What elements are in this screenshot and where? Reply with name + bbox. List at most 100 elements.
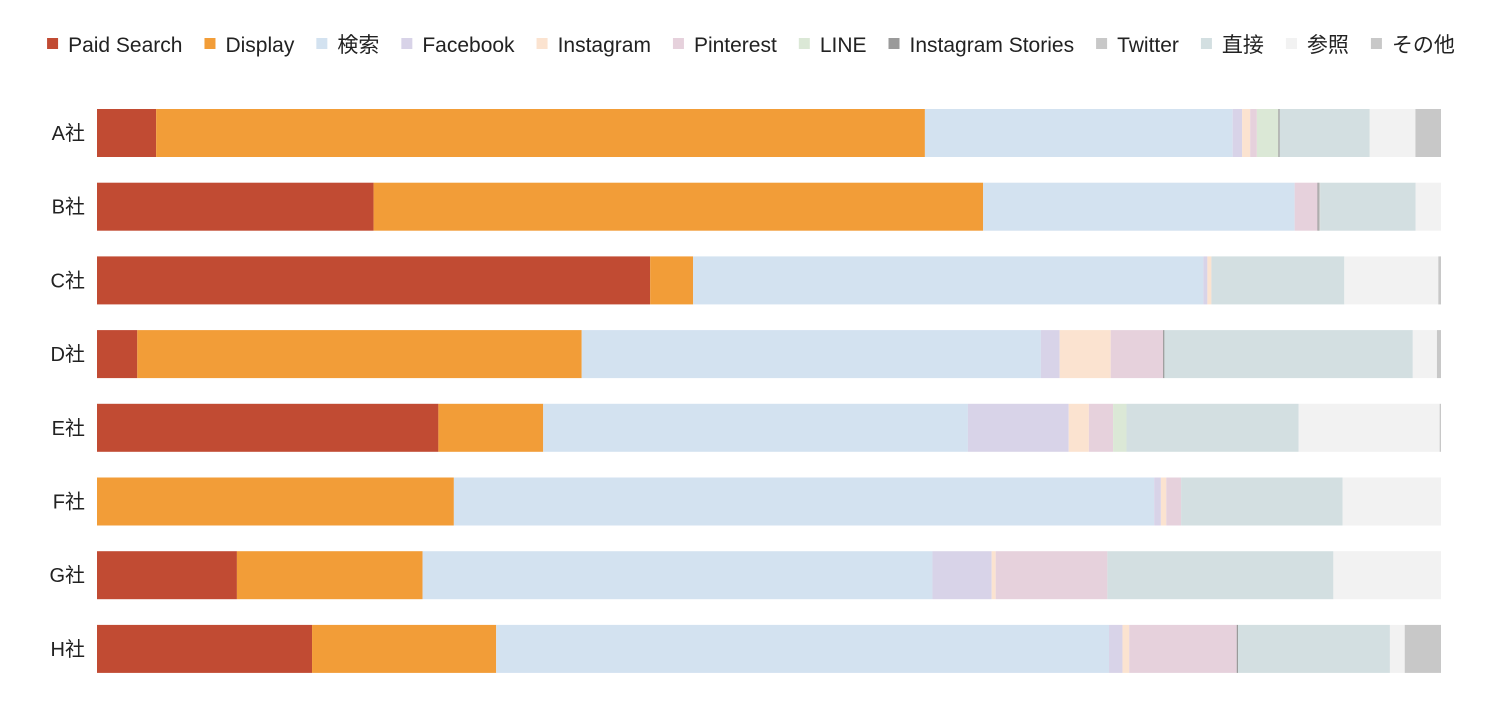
bar-segment-display-1[interactable]: [650, 256, 694, 305]
bar-segment-item-2[interactable]: [581, 330, 1041, 379]
bar-segment-item-11[interactable]: [1415, 109, 1441, 157]
bar-segment-display-1[interactable]: [373, 182, 984, 231]
legend-label: Pinterest: [694, 34, 777, 57]
bar-segment-facebook-3[interactable]: [1109, 624, 1123, 673]
bar-segment-display-1[interactable]: [97, 477, 454, 526]
bar-segment-item-11[interactable]: [1438, 256, 1441, 305]
legend-item-display-1[interactable]: Display: [204, 34, 295, 57]
bar-segment-paid-search-0[interactable]: [97, 624, 313, 673]
bar-segment-item-2[interactable]: [453, 477, 1155, 526]
category-label: A社: [52, 122, 85, 145]
bar-segment-pinterest-5[interactable]: [1294, 182, 1318, 231]
legend-item-twitter-8[interactable]: Twitter: [1096, 34, 1179, 57]
bar-segment-facebook-3[interactable]: [1232, 109, 1243, 157]
legend-item-item-2[interactable]: 検索: [316, 34, 379, 57]
bar-segment-instagram-4[interactable]: [1207, 256, 1212, 305]
bar-segment-item-2[interactable]: [983, 182, 1295, 231]
legend-swatch: [316, 38, 328, 49]
bar-segment-instagram-4[interactable]: [1122, 624, 1130, 673]
bar-segment-item-9[interactable]: [1211, 256, 1345, 305]
bar-segment-line-6[interactable]: [1256, 109, 1279, 157]
chart-legend: Paid Search Display 検索 Facebook Instagram Pin…: [47, 34, 1455, 57]
bar-segment-instagram-stories-7[interactable]: [1163, 330, 1165, 379]
legend-swatch: [204, 38, 216, 49]
category-label: F社: [53, 491, 85, 514]
bar-segment-item-10[interactable]: [1389, 624, 1405, 673]
legend-label: Twitter: [1117, 34, 1179, 57]
bar-segment-facebook-3[interactable]: [1154, 477, 1161, 526]
bar-segment-item-9[interactable]: [1164, 330, 1413, 379]
bar-segment-facebook-3[interactable]: [1203, 256, 1208, 305]
bar-segment-item-2[interactable]: [543, 403, 968, 452]
bar-segment-display-1[interactable]: [438, 403, 544, 452]
legend-item-paid-search-0[interactable]: Paid Search: [47, 34, 182, 57]
legend-label: Facebook: [422, 34, 515, 57]
bar-segment-display-1[interactable]: [312, 624, 497, 673]
bar-segment-paid-search-0[interactable]: [97, 330, 138, 379]
bar-segment-paid-search-0[interactable]: [97, 109, 157, 157]
legend-item-line-6[interactable]: LINE: [798, 34, 867, 57]
bar-segment-item-10[interactable]: [1342, 477, 1441, 526]
bar-segment-display-1[interactable]: [156, 109, 925, 157]
bar-row-2: C社: [51, 256, 1441, 305]
bar-segment-item-10[interactable]: [1344, 256, 1439, 305]
bar-segment-item-2[interactable]: [422, 551, 933, 600]
bar-segment-line-6[interactable]: [1113, 403, 1127, 452]
legend-item-item-9[interactable]: 直接: [1200, 34, 1264, 57]
bar-segment-instagram-4[interactable]: [1068, 403, 1089, 452]
bar-segment-facebook-3[interactable]: [1040, 330, 1060, 379]
bar-segment-instagram-stories-7[interactable]: [1317, 182, 1319, 231]
bar-segment-instagram-4[interactable]: [1160, 477, 1167, 526]
bar-segment-item-9[interactable]: [1320, 182, 1416, 231]
bar-segment-item-10[interactable]: [1369, 109, 1416, 157]
bar-segment-facebook-3[interactable]: [932, 551, 992, 600]
bar-segment-instagram-4[interactable]: [991, 551, 996, 600]
legend-item-instagram-4[interactable]: Instagram: [536, 34, 651, 57]
bar-segment-pinterest-5[interactable]: [1250, 109, 1257, 157]
bar-segment-item-10[interactable]: [1298, 403, 1440, 452]
bar-segment-pinterest-5[interactable]: [995, 551, 1108, 600]
bar-segment-display-1[interactable]: [236, 551, 423, 600]
bar-segment-instagram-4[interactable]: [1242, 109, 1251, 157]
bar-segment-item-11[interactable]: [1439, 403, 1441, 452]
bar-segment-item-10[interactable]: [1333, 551, 1441, 600]
bar-segment-pinterest-5[interactable]: [1129, 624, 1237, 673]
bar-segment-item-2[interactable]: [924, 109, 1233, 157]
bar-segment-pinterest-5[interactable]: [1110, 330, 1164, 379]
bar-segment-item-9[interactable]: [1238, 624, 1390, 673]
bar-segment-display-1[interactable]: [137, 330, 582, 379]
bar-segment-item-2[interactable]: [693, 256, 1204, 305]
bar-segment-item-11[interactable]: [1436, 330, 1441, 379]
bar-segment-instagram-stories-7[interactable]: [1236, 624, 1239, 673]
bar-segment-item-9[interactable]: [1279, 109, 1370, 157]
bar-row-7: H社: [51, 624, 1441, 673]
bar-segment-pinterest-5[interactable]: [1088, 403, 1114, 452]
legend-item-item-10[interactable]: 参照: [1285, 34, 1349, 57]
bar-segment-item-11[interactable]: [1404, 624, 1441, 673]
bar-row-0: A社: [52, 109, 1441, 157]
legend-swatch: [1096, 38, 1108, 49]
bar-segment-item-9[interactable]: [1107, 551, 1334, 600]
bar-row-4: E社: [52, 403, 1441, 452]
bar-segment-paid-search-0[interactable]: [97, 551, 237, 600]
legend-item-instagram-stories-7[interactable]: Instagram Stories: [888, 34, 1075, 57]
category-label: H社: [51, 638, 85, 661]
bar-segment-paid-search-0[interactable]: [97, 403, 439, 452]
bar-segment-paid-search-0[interactable]: [97, 182, 374, 231]
bar-segment-pinterest-5[interactable]: [1166, 477, 1182, 526]
legend-label: 直接: [1222, 34, 1264, 57]
bar-segment-instagram-stories-7[interactable]: [1278, 109, 1280, 157]
bar-segment-facebook-3[interactable]: [967, 403, 1069, 452]
bar-segment-instagram-4[interactable]: [1059, 330, 1111, 379]
bar-segment-item-2[interactable]: [496, 624, 1110, 673]
bar-segment-paid-search-0[interactable]: [97, 256, 651, 305]
legend-item-pinterest-5[interactable]: Pinterest: [672, 34, 777, 57]
bar-segment-item-9[interactable]: [1181, 477, 1343, 526]
bar-segment-item-10[interactable]: [1412, 330, 1437, 379]
legend-item-facebook-3[interactable]: Facebook: [401, 34, 515, 57]
bar-segment-item-10[interactable]: [1415, 182, 1441, 231]
legend-label: Instagram: [558, 34, 651, 57]
bar-segment-item-9[interactable]: [1126, 403, 1299, 452]
bar-segment-twitter-8[interactable]: [1318, 182, 1321, 231]
legend-item-item-11[interactable]: その他: [1370, 34, 1455, 57]
